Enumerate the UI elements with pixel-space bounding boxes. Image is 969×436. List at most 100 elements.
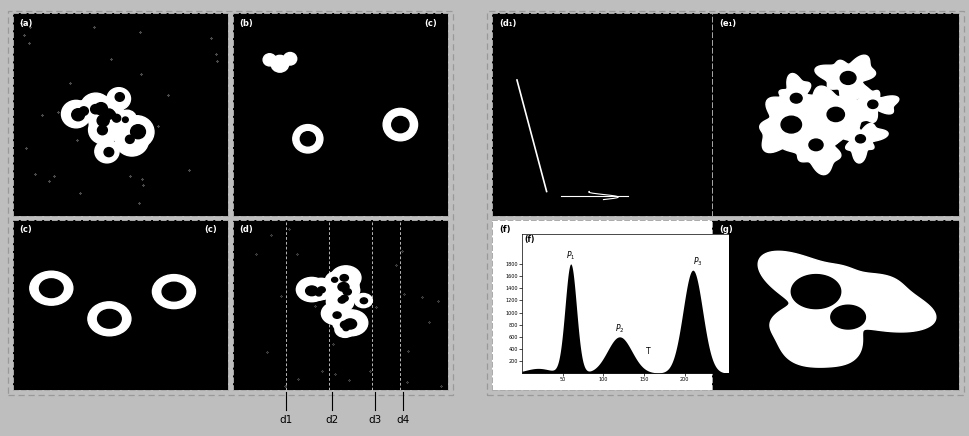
Circle shape bbox=[310, 286, 328, 300]
Circle shape bbox=[122, 117, 128, 123]
Circle shape bbox=[336, 281, 359, 300]
Circle shape bbox=[305, 286, 318, 296]
Circle shape bbox=[327, 291, 354, 313]
Circle shape bbox=[30, 271, 73, 305]
Circle shape bbox=[75, 100, 97, 121]
Circle shape bbox=[343, 326, 349, 330]
Polygon shape bbox=[767, 74, 823, 116]
Text: T: T bbox=[645, 347, 650, 356]
Circle shape bbox=[131, 125, 145, 139]
Circle shape bbox=[383, 109, 418, 141]
Circle shape bbox=[283, 52, 297, 65]
Circle shape bbox=[391, 116, 409, 133]
Circle shape bbox=[103, 107, 128, 131]
Circle shape bbox=[355, 293, 372, 308]
Circle shape bbox=[119, 116, 154, 148]
Circle shape bbox=[360, 298, 367, 303]
Circle shape bbox=[332, 315, 354, 331]
Text: (g): (g) bbox=[720, 225, 734, 234]
Text: d2: d2 bbox=[325, 415, 338, 425]
Polygon shape bbox=[815, 55, 876, 105]
Circle shape bbox=[868, 100, 878, 109]
Polygon shape bbox=[779, 118, 846, 175]
Circle shape bbox=[95, 140, 119, 163]
Text: $P_2$: $P_2$ bbox=[615, 323, 624, 335]
Polygon shape bbox=[758, 251, 936, 367]
Circle shape bbox=[331, 277, 337, 282]
Text: (d₁): (d₁) bbox=[500, 19, 517, 28]
Text: (a): (a) bbox=[19, 19, 32, 28]
Circle shape bbox=[107, 88, 131, 110]
Circle shape bbox=[115, 93, 124, 101]
Circle shape bbox=[308, 278, 334, 300]
Circle shape bbox=[84, 96, 116, 126]
Circle shape bbox=[152, 275, 196, 309]
Circle shape bbox=[104, 147, 113, 157]
Polygon shape bbox=[834, 121, 889, 163]
Circle shape bbox=[809, 139, 823, 151]
Circle shape bbox=[316, 291, 322, 296]
Circle shape bbox=[340, 275, 349, 281]
Circle shape bbox=[271, 55, 289, 72]
Circle shape bbox=[98, 126, 108, 135]
Text: (f): (f) bbox=[524, 235, 534, 244]
Circle shape bbox=[322, 302, 350, 325]
Circle shape bbox=[343, 289, 352, 295]
Circle shape bbox=[340, 321, 350, 328]
Circle shape bbox=[781, 116, 801, 133]
Text: $P_1$: $P_1$ bbox=[566, 250, 576, 262]
Text: $P_3$: $P_3$ bbox=[693, 256, 703, 268]
Circle shape bbox=[88, 116, 119, 144]
Circle shape bbox=[104, 109, 114, 119]
Circle shape bbox=[791, 93, 802, 103]
Circle shape bbox=[79, 107, 88, 116]
Text: d3: d3 bbox=[368, 415, 381, 425]
Polygon shape bbox=[805, 86, 875, 145]
Circle shape bbox=[338, 297, 346, 303]
Circle shape bbox=[40, 279, 63, 297]
Circle shape bbox=[333, 312, 341, 318]
Polygon shape bbox=[792, 275, 841, 309]
Circle shape bbox=[293, 125, 323, 153]
Circle shape bbox=[338, 283, 349, 291]
Circle shape bbox=[118, 110, 137, 127]
Circle shape bbox=[335, 321, 355, 337]
Circle shape bbox=[300, 132, 315, 146]
Circle shape bbox=[112, 114, 121, 122]
Text: (f): (f) bbox=[500, 225, 512, 234]
Circle shape bbox=[326, 272, 348, 290]
Circle shape bbox=[89, 105, 121, 136]
Circle shape bbox=[856, 135, 865, 143]
Circle shape bbox=[828, 107, 844, 122]
Circle shape bbox=[162, 282, 186, 301]
Circle shape bbox=[332, 275, 359, 296]
Text: (c): (c) bbox=[204, 225, 217, 234]
Circle shape bbox=[318, 287, 326, 293]
Circle shape bbox=[61, 100, 91, 128]
Text: d4: d4 bbox=[396, 415, 409, 425]
Circle shape bbox=[95, 102, 121, 126]
Circle shape bbox=[344, 319, 357, 329]
Circle shape bbox=[72, 109, 84, 121]
Circle shape bbox=[264, 54, 276, 66]
Circle shape bbox=[109, 111, 115, 118]
Polygon shape bbox=[830, 305, 865, 329]
Circle shape bbox=[95, 102, 108, 115]
Polygon shape bbox=[760, 94, 829, 153]
Text: (e₁): (e₁) bbox=[720, 19, 736, 28]
Circle shape bbox=[330, 266, 361, 290]
Circle shape bbox=[297, 277, 328, 302]
Circle shape bbox=[330, 287, 355, 307]
Circle shape bbox=[97, 115, 109, 126]
Text: (b): (b) bbox=[239, 19, 253, 28]
Text: d1: d1 bbox=[280, 415, 293, 425]
Polygon shape bbox=[854, 84, 899, 123]
Text: (c): (c) bbox=[424, 19, 437, 28]
Circle shape bbox=[98, 310, 121, 328]
Circle shape bbox=[115, 125, 148, 156]
Text: (d): (d) bbox=[239, 225, 253, 234]
Text: (c): (c) bbox=[19, 225, 32, 234]
Circle shape bbox=[840, 72, 856, 85]
Circle shape bbox=[91, 105, 101, 114]
Circle shape bbox=[88, 302, 131, 336]
